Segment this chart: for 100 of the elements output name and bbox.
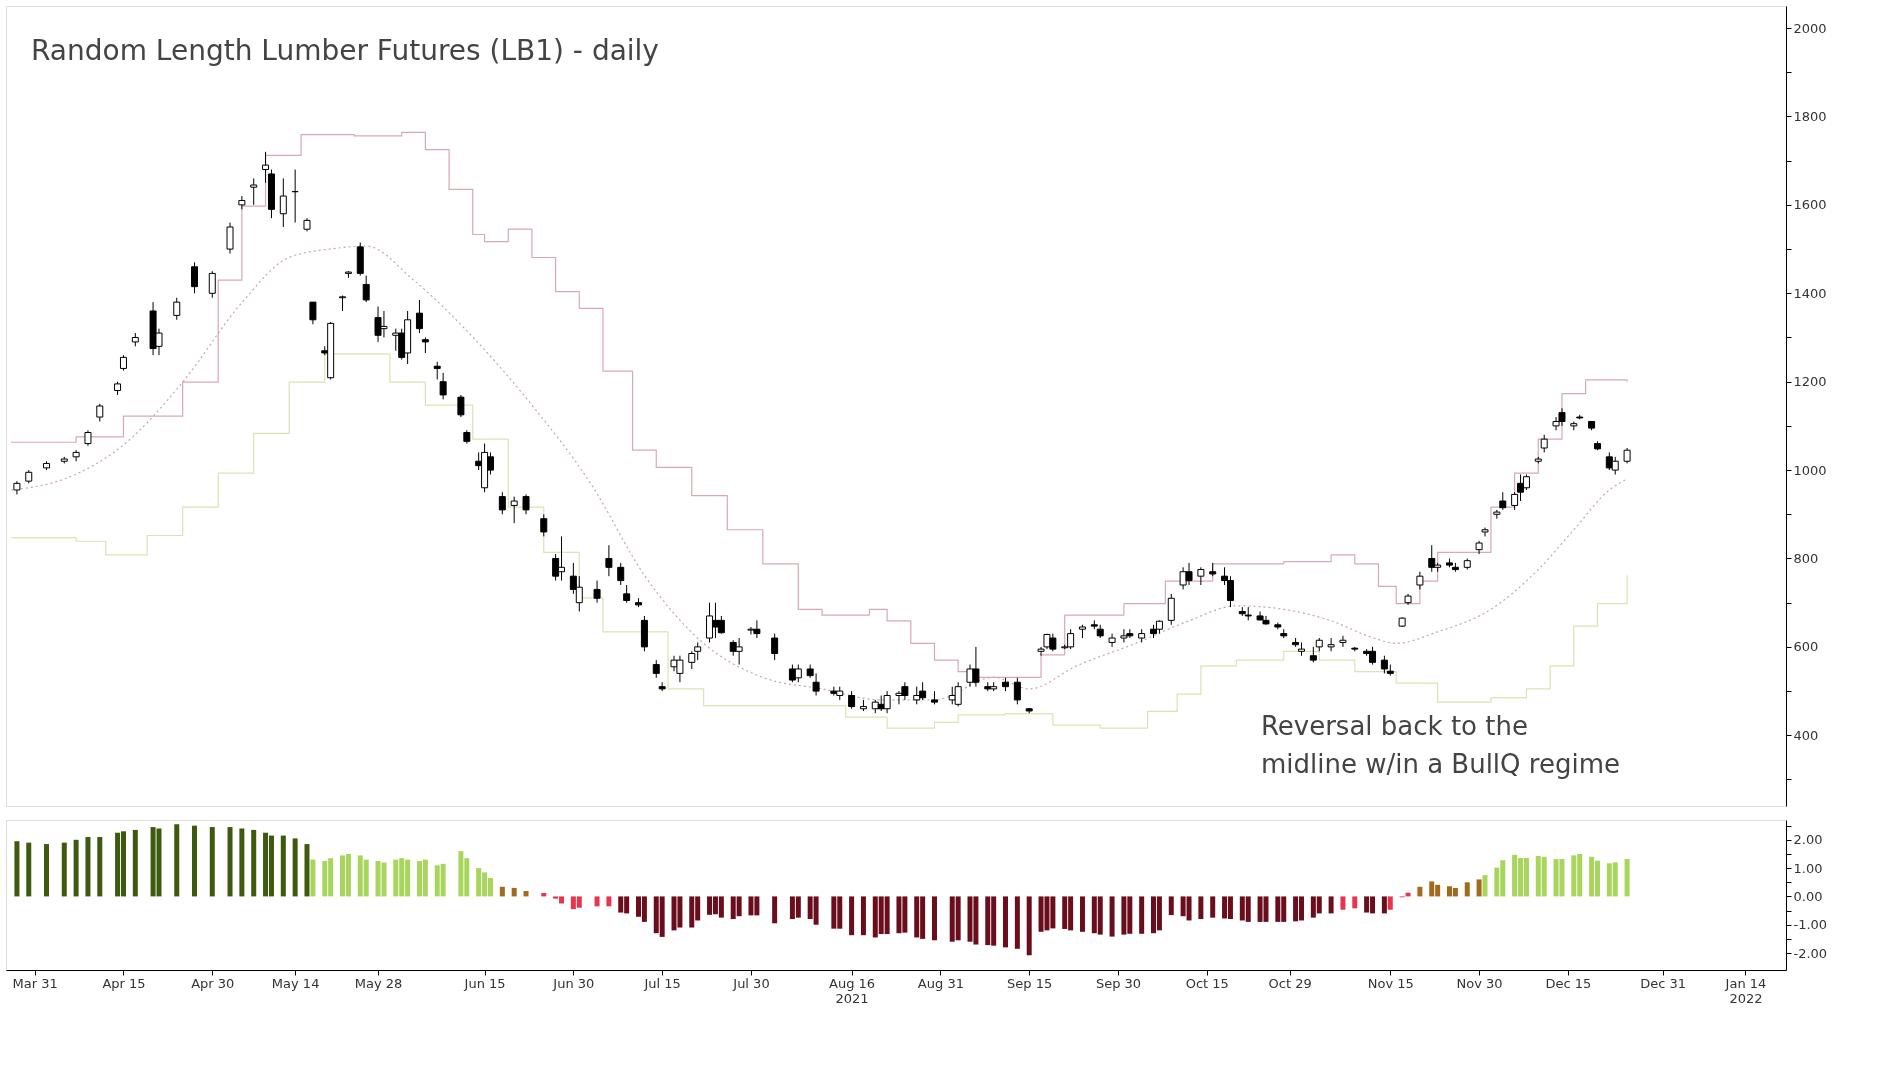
candlestick [250, 177, 258, 206]
bar [132, 829, 138, 897]
x-tick-label: Dec 15 [1545, 975, 1592, 991]
y-tick-label: -2.00 [1793, 945, 1828, 961]
bar [1476, 879, 1482, 897]
bar [174, 824, 180, 897]
candlestick [1108, 633, 1116, 648]
bar [931, 896, 937, 941]
x-tick-label: May 28 [354, 975, 403, 991]
bar [1168, 896, 1174, 916]
x-tick-label: Jul 30 [732, 975, 770, 991]
bar [1387, 896, 1393, 910]
x-tick-label: Oct 29 [1268, 975, 1312, 991]
bar [85, 836, 91, 897]
x-tick-label: Jan 14 2022 [1724, 975, 1767, 1006]
bar [1464, 882, 1470, 897]
bar [1109, 896, 1115, 937]
bar [14, 841, 20, 897]
x-tick-label: Aug 31 [917, 975, 964, 991]
x-tick-label: Jul 15 [643, 975, 681, 991]
candlestick [72, 449, 80, 462]
y-tick-label: 1200 [1793, 374, 1827, 390]
bar [192, 825, 198, 897]
candlestick [1339, 635, 1347, 648]
candlestick [1493, 509, 1501, 520]
candlestick [617, 562, 625, 586]
bar [239, 828, 245, 897]
bar [772, 896, 778, 924]
y-tick-label: 800 [1793, 550, 1819, 566]
x-tick-label: Apr 15 [102, 975, 146, 991]
bar [523, 891, 529, 897]
bar [251, 829, 257, 897]
x-tick-label: May 14 [271, 975, 320, 991]
x-tick-label: Sep 15 [1007, 975, 1053, 991]
bar [849, 896, 855, 936]
candlestick [540, 513, 548, 537]
candlestick [415, 299, 423, 334]
y-tick-label: 1600 [1793, 197, 1827, 213]
candlestick [1197, 566, 1205, 586]
bar [310, 859, 316, 897]
bar [1210, 896, 1216, 918]
bar [1352, 896, 1358, 909]
bar [304, 844, 310, 897]
x-tick-label: Jun 15 [463, 975, 506, 991]
bar [26, 842, 32, 897]
candlestick [226, 222, 234, 255]
candlestick [605, 544, 613, 577]
bar [73, 839, 79, 897]
x-tick-label: Mar 31 [12, 975, 58, 991]
bar [860, 896, 866, 936]
candlestick [439, 372, 447, 400]
text: Random Length Lumber Futures (LB1) - daily [31, 34, 659, 67]
bar [499, 886, 505, 897]
x-tick-label: Oct 15 [1185, 975, 1229, 991]
bar [1079, 896, 1085, 932]
x-tick-label: Jun 30 [552, 975, 595, 991]
bar [1328, 896, 1334, 914]
bar [1198, 896, 1204, 920]
candlestick [593, 580, 601, 604]
x-tick-label: Nov 15 [1367, 975, 1414, 991]
y-tick-label: 1400 [1793, 285, 1827, 301]
bar [227, 827, 233, 897]
y-tick-label: 400 [1793, 727, 1819, 743]
y-tick-label: 2.00 [1793, 832, 1823, 848]
candlestick [309, 301, 317, 325]
x-tick-label: Nov 30 [1456, 975, 1503, 991]
candlestick [706, 602, 714, 643]
y-tick-label: 1000 [1793, 462, 1827, 478]
bar [1381, 896, 1387, 914]
bar [280, 835, 286, 897]
bar [606, 896, 612, 907]
bar [594, 896, 600, 907]
bar [1003, 896, 1009, 948]
bar [1340, 896, 1346, 910]
candlestick [362, 275, 370, 303]
candlestick [173, 297, 181, 321]
candlestick [457, 394, 465, 418]
candlestick [208, 270, 216, 299]
candlestick [510, 496, 518, 524]
x-tick-label: Apr 30 [191, 975, 235, 991]
x-tick-label: Dec 31 [1640, 975, 1687, 991]
y-tick-label: 2000 [1793, 20, 1827, 36]
bar [44, 844, 50, 897]
candlestick [1327, 637, 1335, 652]
y-tick-label: 1800 [1793, 109, 1827, 124]
bar [97, 836, 103, 897]
candlestick [522, 493, 530, 515]
y-tick-label: -1.00 [1793, 917, 1828, 933]
bar [511, 887, 517, 897]
bar [209, 827, 215, 897]
bar [1624, 859, 1630, 897]
y-tick-label: 0.00 [1793, 888, 1823, 904]
annotation: Reversal back to the midline w/in a BullQ regime [1260, 711, 1620, 779]
bar [292, 838, 298, 897]
candlestick [238, 195, 246, 210]
bar [61, 842, 67, 897]
x-tick-label: Aug 16 2021 [829, 975, 876, 1006]
bar [1026, 896, 1032, 956]
candlestick [771, 633, 779, 661]
x-tick-label: Sep 30 [1095, 975, 1142, 991]
